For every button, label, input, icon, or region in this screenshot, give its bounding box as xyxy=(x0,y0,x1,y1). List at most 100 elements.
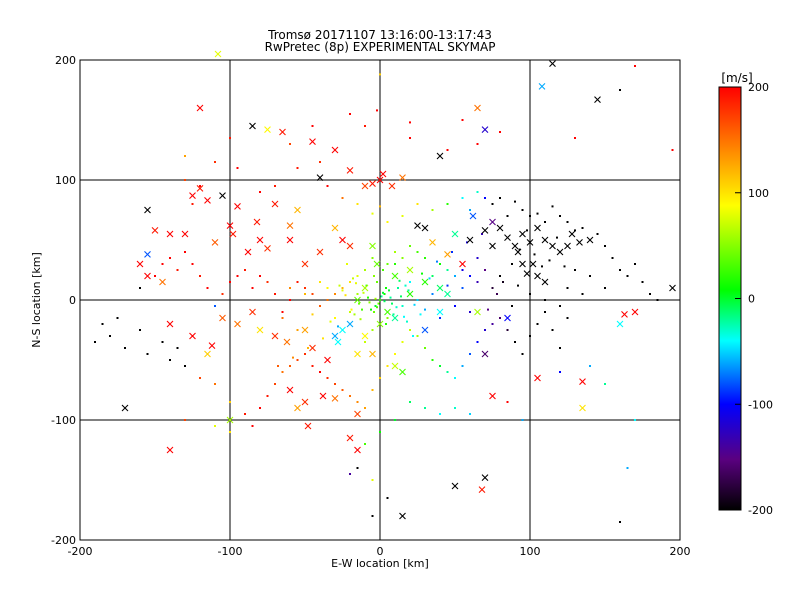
scatter-cross xyxy=(286,386,294,394)
scatter-cross xyxy=(319,392,327,400)
scatter-dot xyxy=(146,353,149,355)
scatter-cross-stroke xyxy=(244,248,252,256)
scatter-dot xyxy=(406,320,408,323)
scatter-cross-stroke xyxy=(286,236,294,244)
scatter-cross xyxy=(391,272,399,280)
scatter-dot xyxy=(544,299,546,301)
scatter-dot xyxy=(371,479,374,481)
scatter-dot xyxy=(386,497,389,499)
scatter-cross-stroke xyxy=(391,272,399,280)
scatter-dot xyxy=(487,308,489,311)
scatter-cross xyxy=(324,356,331,364)
scatter-cross xyxy=(564,242,571,250)
scatter-cross-stroke xyxy=(466,236,474,244)
scatter-dot xyxy=(139,329,141,331)
scatter-cross-stroke xyxy=(249,308,256,316)
y-tick-label: -100 xyxy=(51,414,76,427)
scatter-dot xyxy=(469,209,471,211)
scatter-cross xyxy=(529,260,537,268)
scatter-dot xyxy=(476,257,479,259)
scatter-dot xyxy=(619,89,621,91)
scatter-cross-stroke xyxy=(399,174,406,181)
scatter-cross-stroke xyxy=(264,245,271,252)
scatter-dot xyxy=(517,284,519,287)
scatter-cross-stroke xyxy=(369,180,376,187)
scatter-cross xyxy=(444,251,451,258)
scatter-dot xyxy=(356,293,359,295)
scatter-dot xyxy=(199,377,201,379)
scatter-dot xyxy=(379,73,381,76)
scatter-cross xyxy=(519,230,526,238)
scatter-dot xyxy=(484,197,486,199)
scatter-cross-stroke xyxy=(211,239,219,246)
scatter-cross-stroke xyxy=(406,290,414,298)
scatter-cross xyxy=(496,224,504,232)
scatter-dot xyxy=(404,284,407,287)
scatter-dot xyxy=(581,227,584,229)
scatter-dot xyxy=(379,205,381,208)
scatter-dot xyxy=(221,293,224,295)
scatter-cross xyxy=(534,272,541,280)
scatter-cross-stroke xyxy=(346,434,354,442)
scatter-cross xyxy=(286,222,294,229)
x-axis: -200 -100 0 100 200 xyxy=(68,534,691,558)
scatter-cross xyxy=(304,422,312,430)
scatter-dot xyxy=(356,467,359,469)
scatter-cross xyxy=(234,203,241,210)
scatter-cross-stroke xyxy=(549,60,556,67)
scatter-dot xyxy=(424,347,426,349)
scatter-dot xyxy=(428,277,431,280)
scatter-cross-stroke xyxy=(144,272,151,280)
scatter-dot xyxy=(604,383,606,385)
scatter-dot xyxy=(634,263,636,265)
scatter-dot xyxy=(409,121,411,124)
scatter-dot xyxy=(373,311,375,313)
scatter-dot xyxy=(355,282,357,285)
scatter-cross xyxy=(376,176,384,184)
scatter-cross-stroke xyxy=(319,392,327,400)
scatter-cross xyxy=(159,278,166,286)
scatter-cross-stroke xyxy=(166,230,174,238)
scatter-dot xyxy=(236,275,239,277)
scatter-cross xyxy=(301,398,309,406)
scatter-cross xyxy=(253,218,261,226)
scatter-dot xyxy=(506,401,509,403)
scatter-dot xyxy=(394,419,396,421)
scatter-cross-stroke xyxy=(489,242,496,250)
scatter-dot xyxy=(229,431,231,433)
scatter-cross-stroke xyxy=(489,218,496,226)
scatter-dot xyxy=(344,294,347,297)
scatter-dot xyxy=(289,365,291,367)
scatter-cross-stroke xyxy=(324,356,331,364)
scatter-cross xyxy=(631,308,639,316)
scatter-dot xyxy=(101,323,104,325)
scatter-cross-stroke xyxy=(556,248,564,256)
scatter-cross-stroke xyxy=(534,272,541,280)
scatter-cross-stroke xyxy=(538,83,546,90)
scatter-dot xyxy=(374,297,377,300)
scatter-dot xyxy=(649,293,651,295)
scatter-cross xyxy=(331,224,339,232)
colorbar-ticks: 200 100 0 -100 -200 xyxy=(735,81,773,517)
scatter-cross xyxy=(229,230,237,238)
scatter-dot xyxy=(518,248,521,251)
scatter-cross-stroke xyxy=(196,185,204,192)
scatter-cross xyxy=(489,218,496,226)
scatter-dot xyxy=(184,155,186,157)
scatter-dot xyxy=(469,311,471,313)
scatter-dot xyxy=(499,131,501,133)
scatter-cross xyxy=(346,434,354,442)
scatter-dot xyxy=(364,443,366,445)
scatter-cross xyxy=(379,170,387,178)
scatter-dot xyxy=(326,299,329,301)
scatter-dot xyxy=(511,305,513,307)
scatter-dot xyxy=(349,281,351,283)
scatter-cross xyxy=(489,392,496,400)
scatter-cross-stroke xyxy=(489,392,496,400)
scatter-cross-stroke xyxy=(256,236,264,244)
scatter-dot xyxy=(566,287,569,289)
scatter-dot xyxy=(421,272,423,275)
scatter-cross-stroke xyxy=(529,260,537,268)
scatter-cross-stroke xyxy=(283,338,291,346)
scatter-dot xyxy=(379,377,381,379)
